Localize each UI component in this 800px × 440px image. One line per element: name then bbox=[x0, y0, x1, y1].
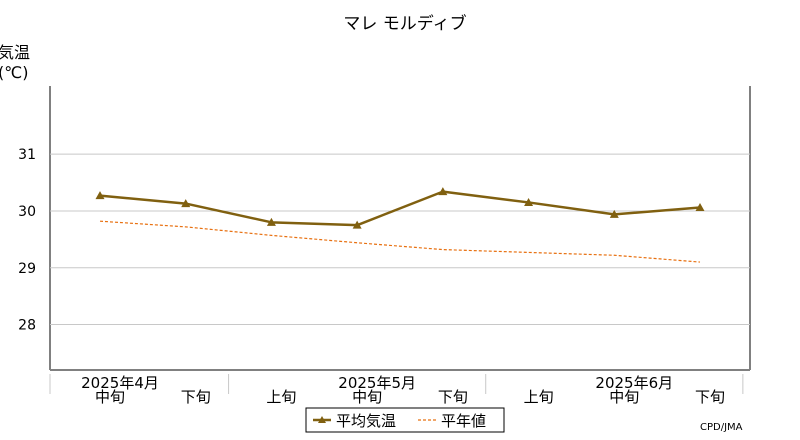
x-axis: 中旬 下旬 上旬 中旬 下旬 上旬 中旬 下旬 2025年4月 2025年5月 2025年6月 bbox=[49, 374, 744, 406]
data-point bbox=[695, 203, 705, 212]
series-layer bbox=[95, 187, 705, 263]
x-tick-label: 下旬 bbox=[695, 388, 725, 406]
y-tick-label: 31 bbox=[18, 147, 36, 163]
data-point bbox=[352, 220, 362, 229]
chart-title: マレ モルディブ bbox=[343, 13, 466, 34]
x-month-label: 2025年5月 bbox=[338, 374, 416, 392]
gridlines bbox=[49, 86, 751, 371]
legend-marker-avg bbox=[318, 416, 326, 423]
y-tick-labels: 28 29 30 31 bbox=[18, 147, 36, 333]
y-tick-label: 28 bbox=[18, 318, 36, 334]
y-axis-label: 気温 bbox=[0, 43, 30, 62]
series-line-1 bbox=[99, 220, 701, 263]
legend-label-avg: 平均気温 bbox=[336, 412, 396, 430]
legend-box bbox=[305, 407, 505, 433]
x-tick-label: 下旬 bbox=[181, 388, 211, 406]
data-point bbox=[181, 199, 191, 208]
source-credit: CPD/JMA bbox=[700, 422, 743, 433]
y-axis-unit: (℃) bbox=[0, 63, 28, 82]
data-point bbox=[609, 209, 619, 218]
data-point bbox=[524, 197, 534, 206]
x-tick-label: 下旬 bbox=[438, 388, 468, 406]
data-point bbox=[95, 191, 105, 200]
legend: 平均気温 平年値 bbox=[305, 407, 505, 433]
plot-area bbox=[50, 86, 750, 370]
x-tick-label: 中旬 bbox=[352, 388, 382, 406]
x-month-label: 2025年6月 bbox=[595, 374, 673, 392]
x-tick-label: 中旬 bbox=[95, 388, 125, 406]
legend-label-normal: 平年値 bbox=[441, 412, 486, 430]
x-tick-label: 中旬 bbox=[609, 388, 639, 406]
series-line-0 bbox=[99, 190, 701, 227]
x-month-label: 2025年4月 bbox=[81, 374, 159, 392]
x-tick-label: 上旬 bbox=[266, 388, 296, 406]
data-point bbox=[266, 217, 276, 226]
data-point bbox=[438, 187, 448, 196]
x-tick-label: 上旬 bbox=[524, 388, 554, 406]
y-tick-label: 29 bbox=[18, 261, 36, 277]
y-tick-label: 30 bbox=[18, 204, 36, 220]
